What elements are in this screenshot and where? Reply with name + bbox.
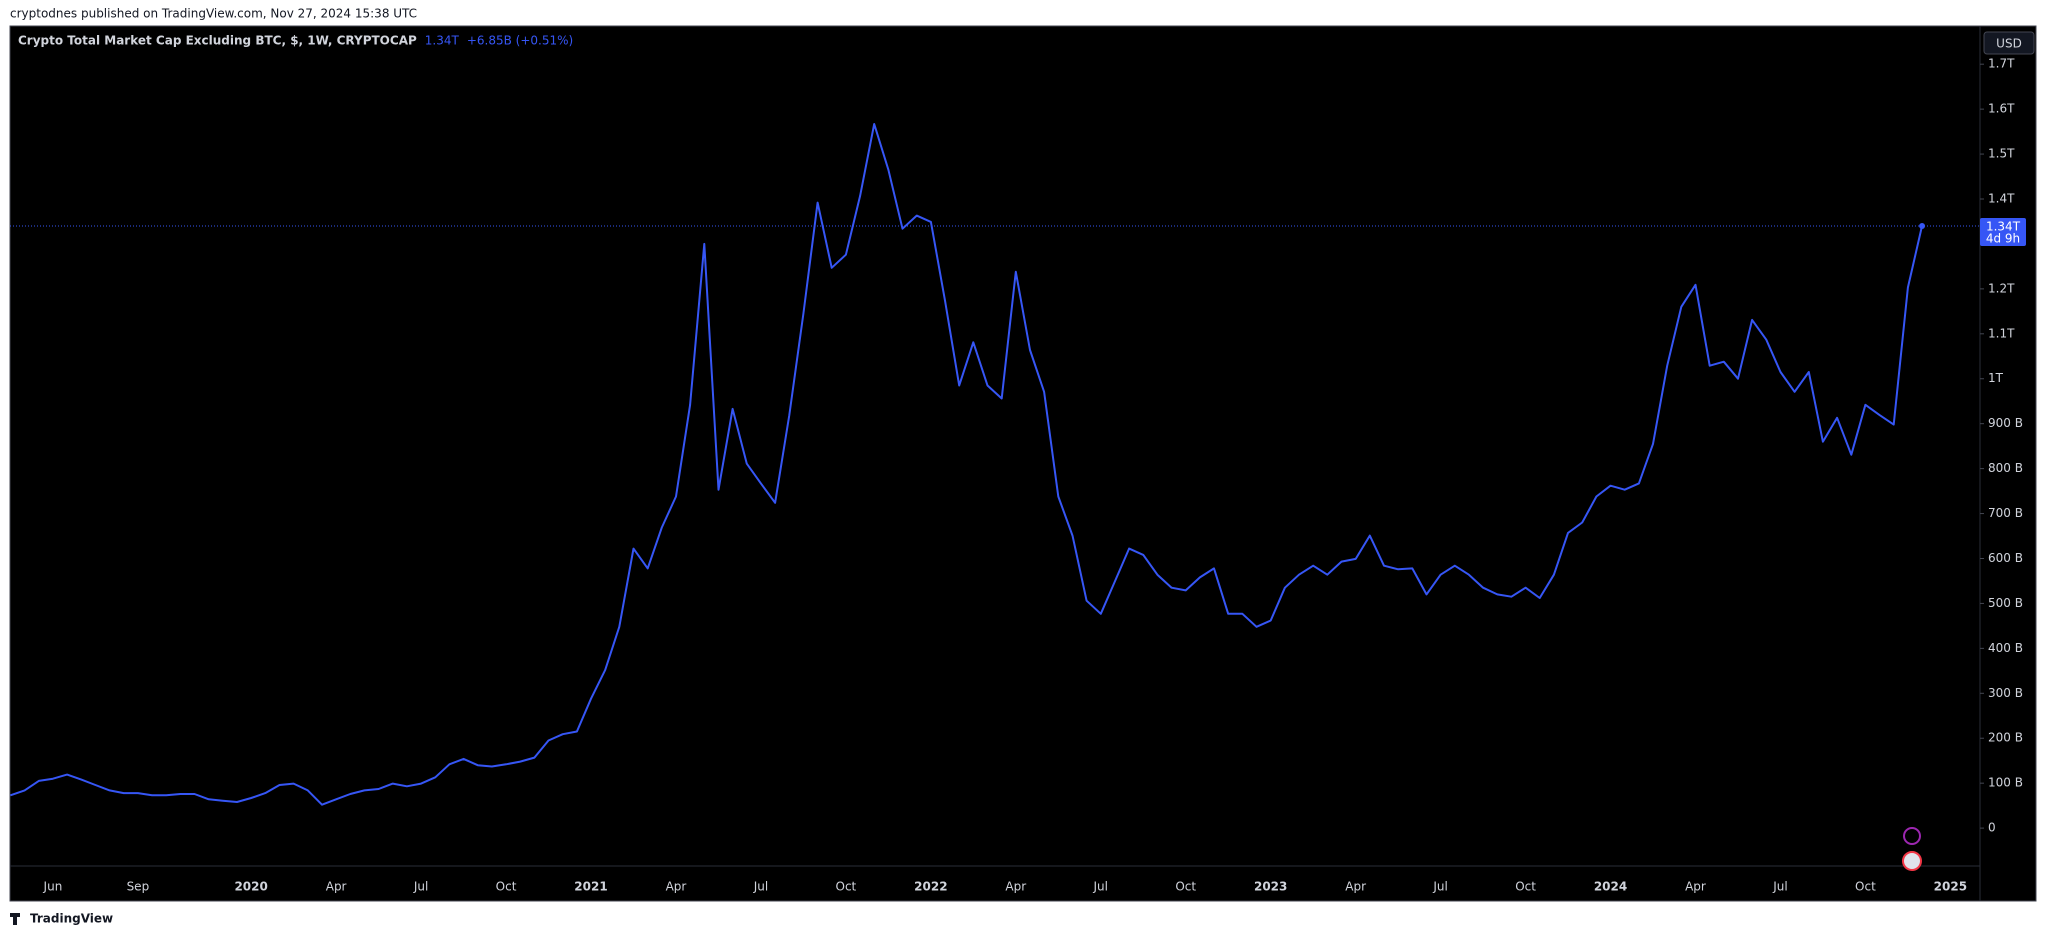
x-tick-label: Oct (1855, 880, 1876, 894)
x-tick-label: Apr (666, 880, 687, 894)
x-tick-label: 2021 (574, 880, 607, 894)
header-change: +6.85B (+0.51%) (467, 34, 573, 48)
x-tick-label: Jul (413, 880, 428, 894)
chart-title: Crypto Total Market Cap Excluding BTC, $… (18, 34, 417, 48)
x-tick-label: Apr (1685, 880, 1706, 894)
price-line (10, 123, 1923, 806)
y-tick-label: 200 B (1988, 731, 2023, 745)
event-icon[interactable] (1903, 827, 1921, 845)
y-tick-label: 600 B (1988, 551, 2023, 565)
x-tick-label: 2024 (1594, 880, 1627, 894)
x-tick-label: Oct (836, 880, 857, 894)
x-tick-label: 2020 (234, 880, 267, 894)
x-tick-label: Apr (1345, 880, 1366, 894)
y-tick-label: 800 B (1988, 461, 2023, 475)
footer-brand: TradingView (30, 912, 113, 926)
last-point (1919, 222, 1926, 229)
y-tick-label: 100 B (1988, 776, 2023, 790)
x-tick-label: Sep (127, 880, 150, 894)
y-tick-label: 1.5T (1988, 147, 2015, 161)
y-tick-label: 1T (1988, 371, 2004, 385)
y-tick-label: 0 (1988, 821, 1996, 835)
x-tick-label: Jun (43, 880, 63, 894)
y-tick-label: 700 B (1988, 506, 2023, 520)
y-tick-label: 300 B (1988, 686, 2023, 700)
y-tick-label: 1.1T (1988, 326, 2015, 340)
y-tick-label: 500 B (1988, 596, 2023, 610)
x-tick-label: Apr (326, 880, 347, 894)
currency-button[interactable] (1983, 31, 2035, 55)
x-tick-label: Jul (753, 880, 768, 894)
y-tick-label: 900 B (1988, 416, 2023, 430)
y-tick-label: 1.2T (1988, 281, 2015, 295)
y-tick-label: 1.7T (1988, 57, 2015, 71)
x-tick-label: Oct (1175, 880, 1196, 894)
x-tick-label: Jul (1093, 880, 1108, 894)
publisher-line: cryptodnes published on TradingView.com,… (10, 7, 417, 21)
price-tag-label: 1.34T (1986, 219, 2021, 233)
y-tick-label: 400 B (1988, 641, 2023, 655)
x-tick-label: 2025 (1934, 880, 1967, 894)
x-tick-label: Oct (1515, 880, 1536, 894)
y-tick-label: 1.4T (1988, 192, 2015, 206)
x-tick-label: Oct (496, 880, 517, 894)
x-tick-label: Jul (1772, 880, 1787, 894)
x-tick-label: 2022 (914, 880, 947, 894)
flag-icon[interactable] (1902, 851, 1922, 871)
chart-panel (9, 25, 2037, 902)
header-price: 1.34T (425, 34, 460, 48)
brand-logo (10, 913, 20, 925)
x-tick-label: 2023 (1254, 880, 1287, 894)
currency-label[interactable]: USD (1996, 37, 2022, 51)
x-tick-label: Apr (1005, 880, 1026, 894)
y-tick-label: 1.6T (1988, 102, 2015, 116)
x-tick-label: Jul (1432, 880, 1447, 894)
countdown: 4d 9h (1986, 231, 2020, 245)
price-tag (1980, 217, 2026, 246)
